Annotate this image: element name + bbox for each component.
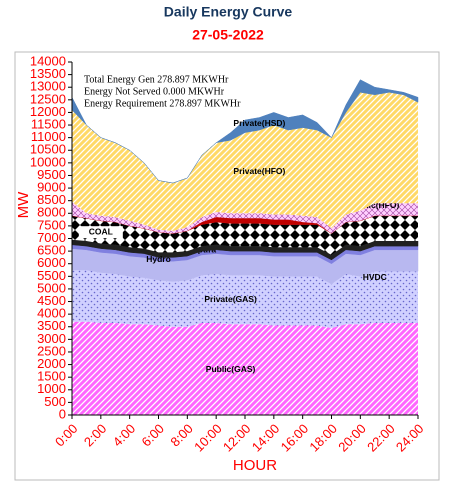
x-tick-label: 10:00: [191, 421, 225, 455]
y-tick-label: 14000: [30, 53, 66, 68]
y-tick-label: 2500: [37, 343, 66, 358]
y-tick-label: 3000: [37, 331, 66, 346]
plot-area: Public(GAS)Private(GAS)HVDCTripuraHydroC…: [68, 61, 419, 419]
y-tick-label: 12000: [30, 104, 66, 119]
y-tick-label: 11500: [31, 116, 66, 131]
y-tick-label: 10500: [30, 142, 66, 157]
series-label: HVDC: [363, 272, 387, 282]
y-tick-label: 1500: [37, 369, 66, 384]
series-label: Hydro: [146, 254, 171, 264]
y-tick-label: 500: [44, 394, 66, 409]
y-tick-label: 13500: [30, 66, 66, 81]
area: [71, 79, 419, 184]
area: [72, 215, 418, 255]
x-tick-label: 24:00: [393, 421, 427, 455]
series-label: Private(GAS): [204, 294, 257, 304]
area: [72, 92, 418, 231]
x-tick-label: 6:00: [139, 421, 168, 450]
series-label: Private(HFO): [233, 166, 285, 176]
y-tick-label: 10000: [30, 154, 66, 169]
y-tick-label: 5500: [37, 268, 66, 283]
y-tick-label: 9000: [37, 180, 66, 195]
chart-frame: [14, 51, 440, 481]
series-label: COAL: [89, 226, 113, 236]
x-tick-label: 18:00: [306, 421, 340, 455]
series-label: Private(HSD): [233, 118, 285, 128]
y-tick-label: 11000: [31, 129, 66, 144]
y-axis-label: MW: [15, 191, 32, 218]
y-tick-label: 0: [59, 406, 66, 421]
y-tick-label: 7000: [37, 230, 66, 245]
x-tick-label: 16:00: [278, 421, 312, 455]
annotation: Energy Not Served 0.000 MKWHr: [84, 86, 225, 97]
y-tick-label: 3500: [37, 318, 66, 333]
y-tick-label: 12500: [30, 91, 66, 106]
label-box: [78, 226, 123, 239]
area: [72, 321, 418, 415]
y-tick-label: 9500: [37, 167, 66, 182]
x-tick-label: 14:00: [249, 421, 283, 455]
y-tick-label: 4000: [37, 306, 66, 321]
x-tick-label: 0:00: [52, 421, 81, 450]
y-tick-label: 6500: [37, 243, 66, 258]
x-tick-label: 2:00: [81, 421, 110, 450]
annotation: Total Energy Gen 278.897 MKWHr: [84, 74, 229, 85]
y-tick-label: 6000: [37, 255, 66, 270]
y-tick-label: 4500: [37, 293, 66, 308]
y-tick-label: 5000: [37, 280, 66, 295]
x-tick-label: 20:00: [335, 421, 369, 455]
y-tick-label: 2000: [37, 356, 66, 371]
x-tick-label: 4:00: [110, 421, 139, 450]
y-tick-label: 13000: [30, 79, 66, 94]
x-tick-label: 12:00: [220, 421, 254, 455]
area: [72, 270, 418, 328]
chart-subtitle: 27-05-2022: [192, 27, 264, 43]
annotation: Energy Requirement 278.897 MKWHr: [84, 98, 241, 109]
y-tick-label: 1000: [37, 381, 66, 396]
y-tick-label: 7500: [37, 217, 66, 232]
x-tick-label: 22:00: [364, 421, 398, 455]
series-label: Public(GAS): [206, 364, 256, 374]
y-tick-label: 8500: [37, 192, 66, 207]
annotation-box: [82, 73, 260, 111]
y-tick-label: 8000: [37, 205, 66, 220]
area: [72, 201, 418, 234]
x-axis-label: HOUR: [233, 457, 277, 474]
chart-title: Daily Energy Curve: [164, 4, 293, 20]
series-label: Public(HFO): [350, 200, 399, 210]
